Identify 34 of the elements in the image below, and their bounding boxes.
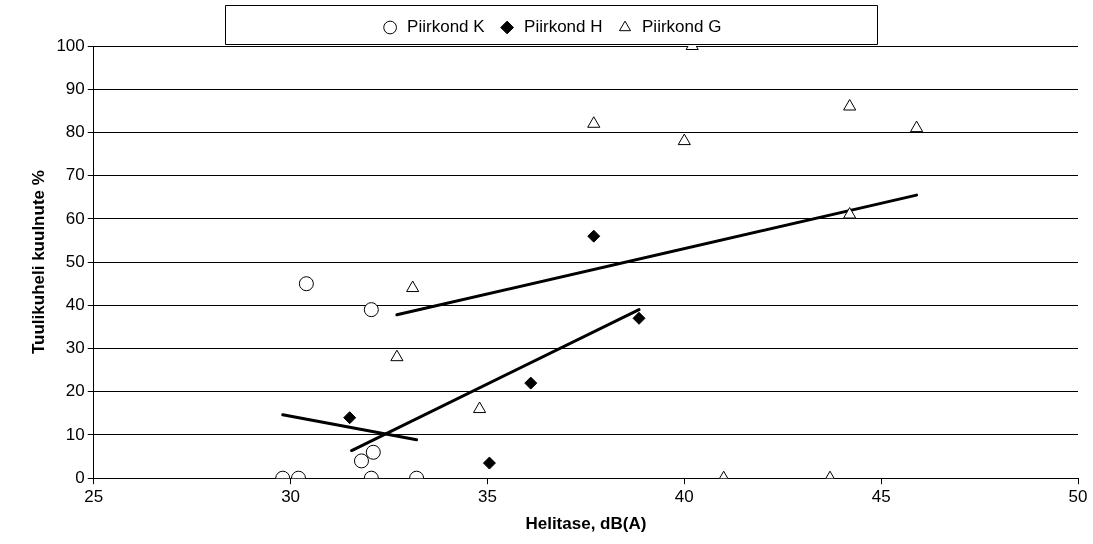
- y-tick-label: 40: [65, 295, 85, 315]
- y-tick-label: 0: [75, 467, 85, 487]
- point: [843, 99, 857, 111]
- x-tick-label: 50: [1068, 487, 1088, 507]
- x-axis-title: Helitase, dB(A): [525, 514, 647, 534]
- y-tick-label: 30: [65, 338, 85, 358]
- point: [524, 376, 538, 390]
- x-tick-label: 30: [281, 487, 301, 507]
- y-tick-label: 50: [65, 251, 85, 271]
- point: [390, 349, 404, 362]
- point: [298, 276, 314, 292]
- y-tick-label: 20: [65, 381, 85, 401]
- point: [587, 229, 601, 243]
- point: [632, 311, 646, 325]
- point: [587, 116, 601, 128]
- y-tick-label: 80: [65, 122, 85, 142]
- x-tick-label: 40: [674, 487, 694, 507]
- x-tick-label: 25: [84, 487, 104, 507]
- point: [677, 133, 691, 146]
- y-tick-label: 60: [65, 208, 85, 228]
- legend-label: Piirkond K: [407, 17, 486, 37]
- x-tick-label: 45: [871, 487, 891, 507]
- legend-label: Piirkond H: [524, 17, 603, 37]
- y-axis-title: Tuulikuheli kuulnute %: [28, 170, 48, 355]
- x-tick-label: 35: [478, 487, 497, 507]
- legend-label: Piirkond G: [642, 17, 722, 37]
- point: [406, 280, 420, 293]
- point: [473, 401, 487, 414]
- point: [910, 120, 924, 133]
- y-tick-label: 10: [65, 424, 85, 444]
- y-tick-label: 90: [65, 78, 85, 98]
- point: [843, 207, 857, 219]
- y-tick-label: 100: [56, 35, 85, 55]
- y-tick-label: 70: [65, 165, 85, 185]
